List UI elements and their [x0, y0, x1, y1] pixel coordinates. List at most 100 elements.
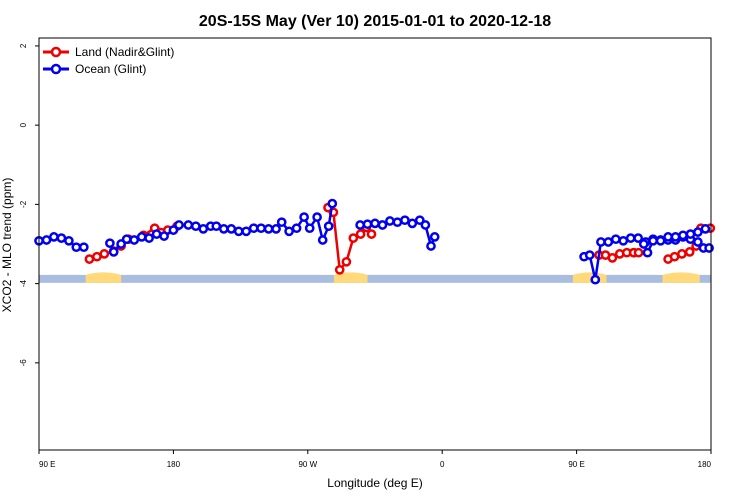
land-mask-0 — [85, 272, 122, 283]
ocean-point-2-5 — [392, 217, 403, 228]
legend-box — [40, 40, 190, 80]
ocean-point-1-27 — [299, 212, 309, 222]
ocean-point-1-12 — [190, 221, 201, 232]
land-mask-2 — [572, 272, 607, 283]
ocean-point-0-4 — [64, 235, 74, 246]
ocean-point-4-9 — [700, 224, 711, 234]
ocean-point-4-6 — [678, 230, 688, 241]
land-point-2-2 — [607, 253, 618, 263]
ocean-point-1-18 — [233, 226, 244, 237]
ocean-point-1-26 — [291, 223, 302, 234]
x-tick-label-1: 180 — [167, 460, 181, 469]
y-tick-label-0: 2 — [19, 43, 28, 48]
ocean-point-0-2 — [49, 232, 59, 242]
land-point-1-2 — [334, 264, 345, 275]
land-point-4-2 — [677, 249, 687, 259]
ocean-point-2-0 — [355, 220, 365, 230]
ocean-point-3-5 — [610, 234, 621, 245]
ocean-point-1-13 — [198, 224, 209, 234]
ocean-point-4-1 — [642, 247, 653, 258]
ocean-point-1-1 — [108, 247, 119, 257]
y-axis-label: XCO2 - MLO trend (ppm) — [0, 178, 14, 313]
x-tick-label-4: 90 E — [568, 460, 584, 469]
plot-frame — [38, 37, 712, 451]
y-tick-label-3: -4 — [19, 280, 28, 288]
land-point-1-4 — [348, 233, 359, 243]
ocean-point-1-24 — [276, 217, 287, 228]
ocean-point-4-2 — [648, 235, 658, 246]
y-tick-label-1: 0 — [19, 122, 28, 127]
ocean-point-2-2 — [370, 218, 380, 229]
x-tick-label-2: 90 W — [298, 460, 317, 469]
x-tick-label-5: 180 — [698, 460, 712, 469]
ocean-point-1-22 — [263, 224, 274, 234]
chart-title: 20S-15S May (Ver 10) 2015-01-01 to 2020-… — [199, 13, 551, 30]
legend-land-label: Land (Nadir&Glint) — [75, 45, 174, 59]
land-point-0-1 — [92, 251, 102, 262]
ocean-point-2-7 — [407, 218, 418, 229]
ocean-point-3-2 — [590, 274, 601, 285]
land-mask-3 — [662, 272, 700, 283]
legend: Land (Nadir&Glint) Ocean (Glint) — [40, 40, 190, 80]
ocean-point-1-4 — [129, 235, 140, 245]
ocean-point-2-4 — [385, 216, 395, 226]
ocean-point-3-7 — [625, 233, 636, 243]
ocean-point-0-5 — [71, 242, 82, 253]
ocean-point-2-1 — [362, 219, 373, 230]
ocean-point-0-1 — [41, 235, 52, 245]
x-axis-label: Longitude (deg E) — [327, 476, 422, 490]
ocean-point-1-15 — [211, 221, 222, 232]
ocean-point-1-5 — [136, 232, 147, 242]
ocean-point-2-9 — [420, 220, 431, 230]
land-point-0-2 — [99, 249, 110, 259]
ocean-point-4-8 — [693, 227, 703, 237]
land-point-3-1 — [633, 247, 644, 258]
ocean-point-2-6 — [400, 215, 410, 226]
ocean-point-3-18 — [704, 243, 714, 253]
ocean-point-1-19 — [241, 226, 252, 237]
ocean-point-1-30 — [317, 235, 328, 245]
ocean-point-1-23 — [271, 224, 281, 234]
ocean-point-1-21 — [256, 223, 266, 234]
ocean-point-1-20 — [248, 223, 259, 234]
land-point-1-3 — [341, 256, 352, 267]
ocean-point-1-29 — [312, 212, 322, 222]
axes: 90 E 180 90 W 0 90 E 180 2 0 -2 -4 -6 — [19, 43, 712, 469]
plot-area — [34, 198, 716, 285]
ocean-point-0-3 — [56, 233, 67, 243]
ocean-point-1-32 — [327, 198, 338, 209]
ocean-point-3-8 — [633, 233, 644, 243]
x-tick-label-3: 0 — [440, 460, 445, 469]
ocean-point-1-25 — [284, 226, 294, 237]
ocean-point-1-16 — [218, 224, 229, 234]
ocean-point-2-10 — [426, 241, 436, 251]
ocean-point-3-6 — [618, 235, 629, 246]
land-point-1-5 — [355, 229, 366, 239]
ocean-point-4-0 — [638, 239, 649, 249]
ocean-point-1-7 — [151, 229, 162, 239]
ocean-point-1-28 — [304, 223, 315, 234]
ocean-point-3-1 — [584, 250, 595, 260]
ocean-point-1-17 — [226, 224, 237, 234]
land-point-1-7 — [366, 229, 377, 239]
land-mask-1 — [333, 272, 368, 283]
x-tick-label-0: 90 E — [39, 460, 55, 469]
ocean-point-1-3 — [121, 234, 132, 245]
ocean-point-4-5 — [670, 232, 681, 242]
legend-ocean-marker — [50, 63, 62, 75]
legend-land-marker — [50, 46, 62, 58]
y-tick-label-2: -2 — [19, 200, 28, 208]
ocean-point-3-3 — [596, 237, 606, 247]
ocean-point-2-3 — [377, 220, 388, 230]
legend-ocean-label: Ocean (Glint) — [75, 62, 146, 76]
ocean-point-1-11 — [183, 220, 194, 230]
ocean-point-1-31 — [323, 221, 334, 232]
ocean-point-1-9 — [168, 225, 179, 235]
land-point-4-3 — [684, 247, 695, 257]
ocean-point-4-7 — [685, 229, 696, 239]
ocean-point-2-11 — [429, 232, 440, 242]
land-point-0-0 — [84, 254, 95, 264]
ocean-point-0-6 — [78, 242, 89, 253]
ocean-point-1-8 — [159, 231, 169, 241]
